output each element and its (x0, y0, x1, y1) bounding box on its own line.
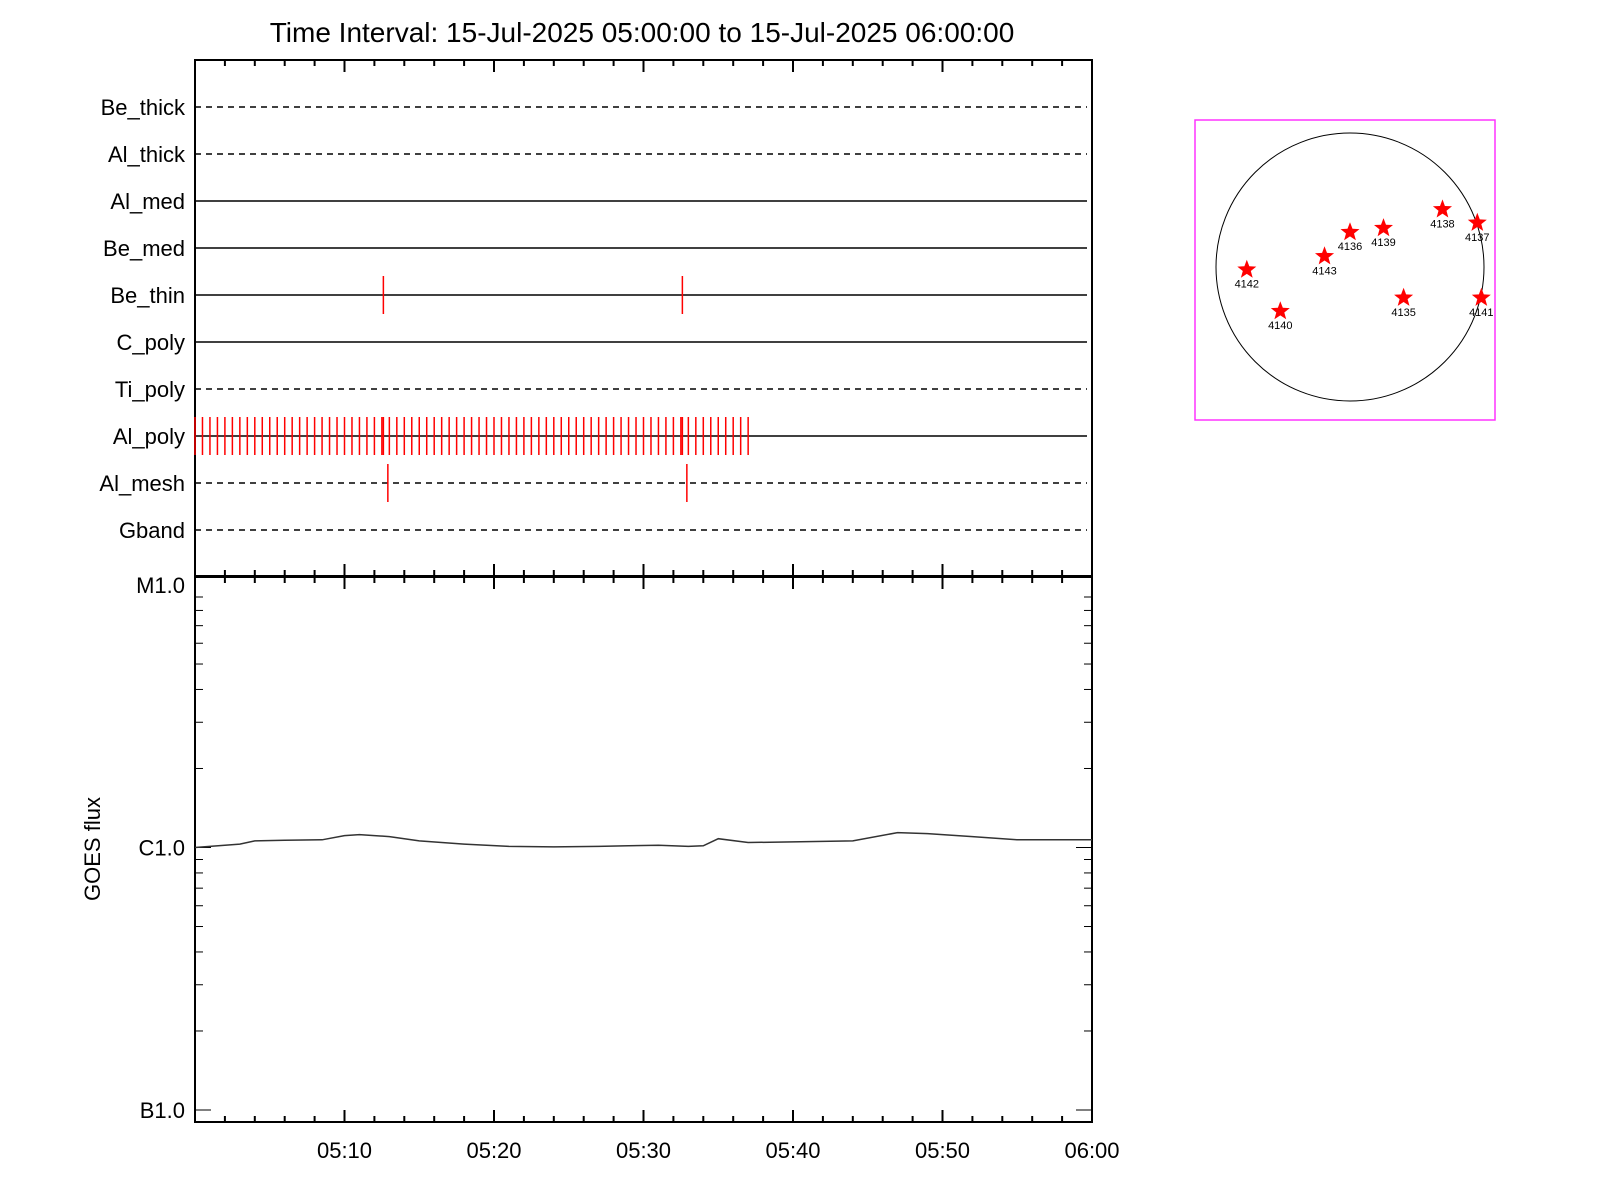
channel-label: Al_poly (113, 424, 185, 449)
x-tick-label: 05:10 (317, 1138, 372, 1163)
chart-title: Time Interval: 15-Jul-2025 05:00:00 to 1… (270, 17, 1015, 48)
active-region-label: 4136 (1338, 241, 1362, 253)
active-region-4138: 4138 (1430, 199, 1455, 230)
active-region-label: 4142 (1235, 279, 1259, 291)
active-region-label: 4140 (1268, 320, 1292, 332)
star-marker (1237, 259, 1257, 278)
active-region-4140: 4140 (1268, 301, 1293, 332)
disk-frame (1194, 119, 1496, 421)
star-marker (1432, 199, 1452, 218)
star-marker (1467, 212, 1487, 231)
active-region-4137: 4137 (1465, 212, 1490, 244)
channel-label: C_poly (117, 330, 185, 355)
active-region-4135: 4135 (1391, 287, 1416, 319)
active-region-4136: 4136 (1338, 222, 1362, 253)
channel-al-mesh: Al_mesh (99, 464, 1087, 502)
y-tick-label: B1.0 (140, 1098, 185, 1123)
channel-label: Al_thick (108, 142, 186, 167)
goes-ticks: 05:10 05:20 05:30 05:40 05:50 06:00 M1.0 C1.0 B1… (136, 573, 1119, 1163)
star-marker (1340, 222, 1360, 241)
x-tick-label: 06:00 (1064, 1138, 1119, 1163)
active-region-label: 4141 (1469, 307, 1493, 319)
x-tick-label: 05:20 (466, 1138, 521, 1163)
timeline-ticks (194, 60, 1093, 576)
channel-al-poly: Al_poly (113, 417, 1087, 455)
channel-label: Al_med (110, 189, 185, 214)
channel-label: Ti_poly (115, 377, 185, 402)
channel-label: Al_mesh (99, 471, 185, 496)
y-tick-label: M1.0 (136, 573, 185, 598)
channel-label: Be_thin (110, 283, 185, 308)
y-tick-label: C1.0 (139, 836, 185, 861)
timeline-panel: Be_thick Al_thick Al_med Be_med Be_thin C_pol… (99, 59, 1093, 577)
goes-flux-line (194, 831, 1092, 849)
channel-be-med: Be_med (103, 236, 1087, 261)
x-tick-label: 05:30 (616, 1138, 671, 1163)
goes-frame (194, 576, 1093, 1123)
star-marker (1394, 287, 1414, 306)
channel-al-med: Al_med (110, 189, 1087, 214)
solar-disk-map: 4136 4139 4138 4137 4143 4142 4135 4141 4140 (1194, 119, 1496, 421)
star-marker (1315, 246, 1335, 265)
star-marker (1471, 287, 1491, 306)
channel-be-thin: Be_thin (110, 276, 1087, 314)
active-region-4139: 4139 (1371, 218, 1396, 249)
solar-disk (1215, 132, 1485, 402)
active-region-label: 4137 (1465, 232, 1489, 244)
y-axis-label: GOES flux (80, 797, 105, 901)
star-marker (1374, 218, 1393, 237)
active-region-label: 4135 (1391, 307, 1415, 319)
channels: Be_thick Al_thick Al_med Be_med Be_thin C_pol… (99, 95, 1087, 543)
active-region-label: 4139 (1371, 237, 1395, 249)
x-tick-label: 05:50 (915, 1138, 970, 1163)
active-region-4143: 4143 (1312, 246, 1337, 277)
channel-gband: Gband (119, 518, 1087, 543)
channel-be-thick: Be_thick (101, 95, 1087, 120)
timeline-frame (194, 59, 1093, 577)
channel-c-poly: C_poly (117, 330, 1087, 355)
active-region-label: 4143 (1312, 265, 1336, 277)
channel-al-thick: Al_thick (108, 142, 1087, 167)
x-tick-label: 05:40 (765, 1138, 820, 1163)
channel-label: Be_med (103, 236, 185, 261)
active-region-4142: 4142 (1235, 259, 1259, 291)
active-region-4141: 4141 (1469, 287, 1494, 319)
channel-label: Gband (119, 518, 185, 543)
goes-panel: 05:10 05:20 05:30 05:40 05:50 06:00 M1.0 C1.0 B1… (80, 573, 1120, 1163)
active-region-label: 4138 (1430, 218, 1454, 230)
channel-ti-poly: Ti_poly (115, 377, 1087, 402)
channel-label: Be_thick (101, 95, 186, 120)
star-marker (1270, 301, 1290, 320)
active-regions: 4136 4139 4138 4137 4143 4142 4135 4141 4140 (1235, 199, 1494, 332)
